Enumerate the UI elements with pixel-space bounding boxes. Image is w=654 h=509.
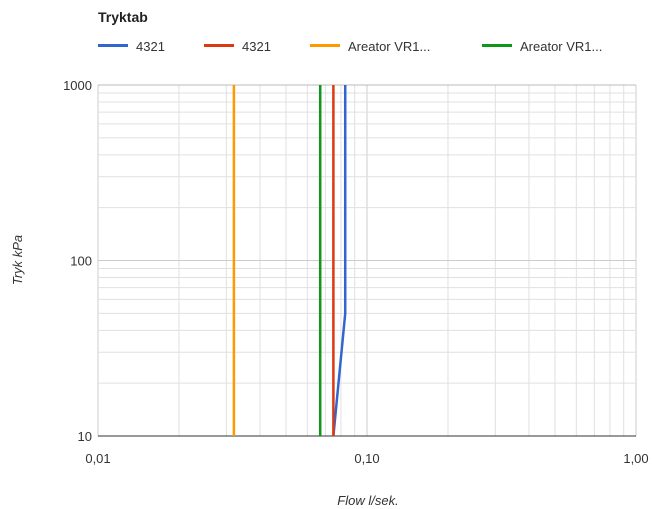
y-axis-title: Tryk kPa bbox=[10, 235, 25, 285]
grid-lines bbox=[97, 84, 637, 437]
legend-item-areator-green[interactable]: Areator VR1... bbox=[482, 38, 602, 54]
y-tick-label: 100 bbox=[70, 254, 92, 269]
x-tick-label: 1,00 bbox=[623, 451, 648, 466]
legend-swatch-blue bbox=[98, 44, 128, 48]
series-layer bbox=[232, 85, 347, 437]
legend-label: Areator VR1... bbox=[348, 39, 431, 55]
y-tick-label: 10 bbox=[78, 429, 92, 444]
x-axis-title: Flow l/sek. bbox=[337, 493, 398, 508]
legend-item-areator-orange[interactable]: Areator VR1... bbox=[310, 38, 430, 54]
y-tick-label: 1000 bbox=[63, 78, 92, 93]
legend-swatch-orange bbox=[310, 44, 340, 48]
series-line-0[interactable] bbox=[332, 85, 347, 437]
legend-item-4321-red[interactable]: 4321 bbox=[204, 38, 271, 54]
legend-swatch-red bbox=[204, 44, 234, 48]
tick-labels: 0,01 0,10 1,00 10 100 1000 bbox=[63, 78, 649, 466]
legend-label: Areator VR1... bbox=[520, 39, 603, 55]
legend-label: 4321 bbox=[242, 39, 271, 55]
x-tick-label: 0,10 bbox=[354, 451, 379, 466]
legend-item-4321-blue[interactable]: 4321 bbox=[98, 38, 165, 54]
chart-title: Tryktab bbox=[98, 9, 148, 25]
legend-swatch-green bbox=[482, 44, 512, 48]
x-tick-label: 0,01 bbox=[85, 451, 110, 466]
legend-label: 4321 bbox=[136, 39, 165, 55]
